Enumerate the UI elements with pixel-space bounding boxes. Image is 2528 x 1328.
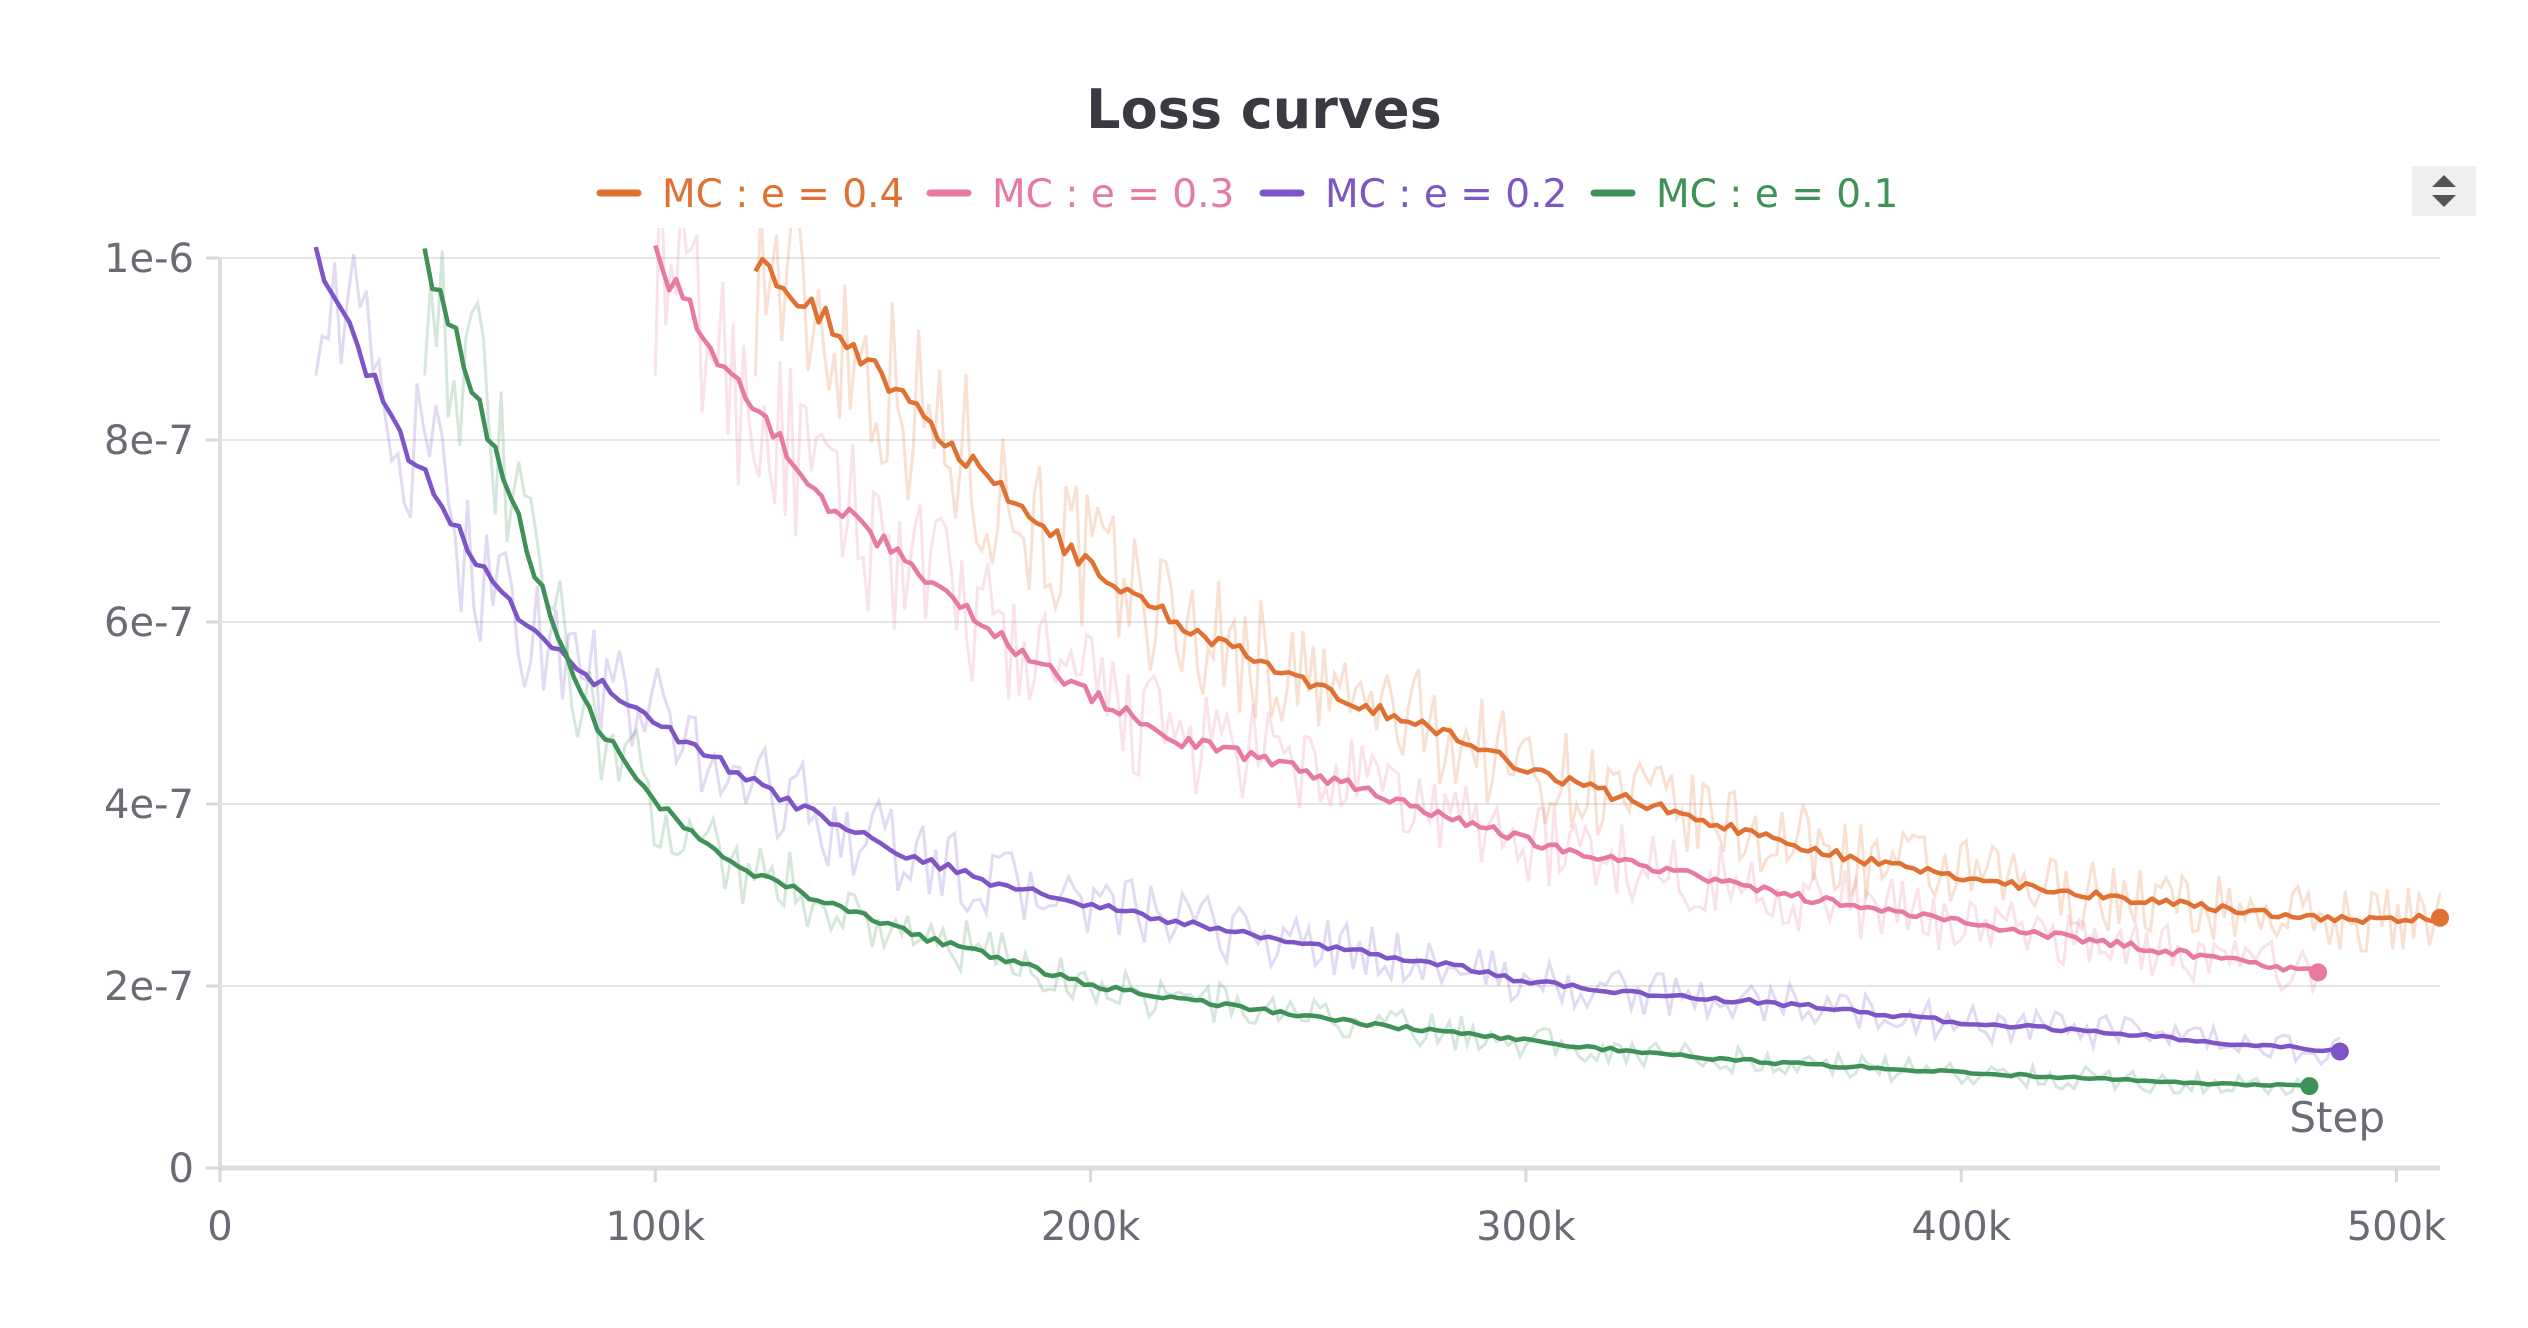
- series-line: [422, 248, 2310, 1089]
- x-tick-labels: 0 100k 200k 300k 400k 500k: [207, 1168, 2447, 1250]
- scroll-up-icon[interactable]: [2432, 175, 2456, 187]
- legend-scroll-button[interactable]: [2412, 166, 2476, 216]
- legend-label[interactable]: MC : e = 0.3: [992, 172, 1234, 217]
- gridlines: [206, 256, 2440, 1170]
- series-raw-trace: [314, 253, 2341, 1067]
- scroll-down-icon[interactable]: [2432, 195, 2456, 207]
- series-line: [753, 256, 2442, 926]
- series-end-point: [2300, 1077, 2319, 1096]
- series-end-point: [2330, 1042, 2349, 1061]
- x-tick-label: 100k: [606, 1204, 706, 1250]
- series-end-point: [2309, 963, 2328, 982]
- x-tick-label: 200k: [1041, 1204, 1141, 1250]
- legend-label[interactable]: MC : e = 0.2: [1325, 172, 1567, 217]
- y-tick-labels: 0 2e-7 4e-7 6e-7 8e-7 1e-6: [104, 236, 194, 1192]
- y-tick-label: 4e-7: [104, 782, 194, 828]
- y-tick-label: 1e-6: [104, 236, 194, 282]
- series-end-point: [2431, 908, 2449, 927]
- series-line: [313, 246, 2341, 1055]
- x-tick-label: 500k: [2347, 1204, 2447, 1250]
- series-raw-trace: [753, 228, 2442, 953]
- y-tick-label: 6e-7: [104, 600, 194, 646]
- series-raw-trace: [653, 228, 2320, 997]
- legend-label[interactable]: MC : e = 0.1: [1656, 172, 1898, 217]
- legend-label[interactable]: MC : e = 0.4: [662, 172, 904, 217]
- x-tick-label: 400k: [1911, 1204, 2011, 1250]
- x-axis-label: Step: [2289, 1093, 2385, 1142]
- x-tick-label: 300k: [1476, 1204, 1576, 1250]
- x-tick-label: 0: [207, 1204, 232, 1250]
- series-line: [653, 244, 2320, 977]
- y-tick-label: 0: [169, 1146, 194, 1192]
- legend-scroll-control[interactable]: [2412, 166, 2476, 216]
- series-lines: [313, 228, 2449, 1097]
- y-tick-label: 2e-7: [104, 964, 194, 1010]
- y-tick-label: 8e-7: [104, 418, 194, 464]
- legend: MC : e = 0.4 MC : e = 0.3 MC : e = 0.2 MC :…: [596, 172, 1898, 217]
- axes: [218, 258, 2440, 1171]
- chart-title: Loss curves: [1086, 78, 1442, 141]
